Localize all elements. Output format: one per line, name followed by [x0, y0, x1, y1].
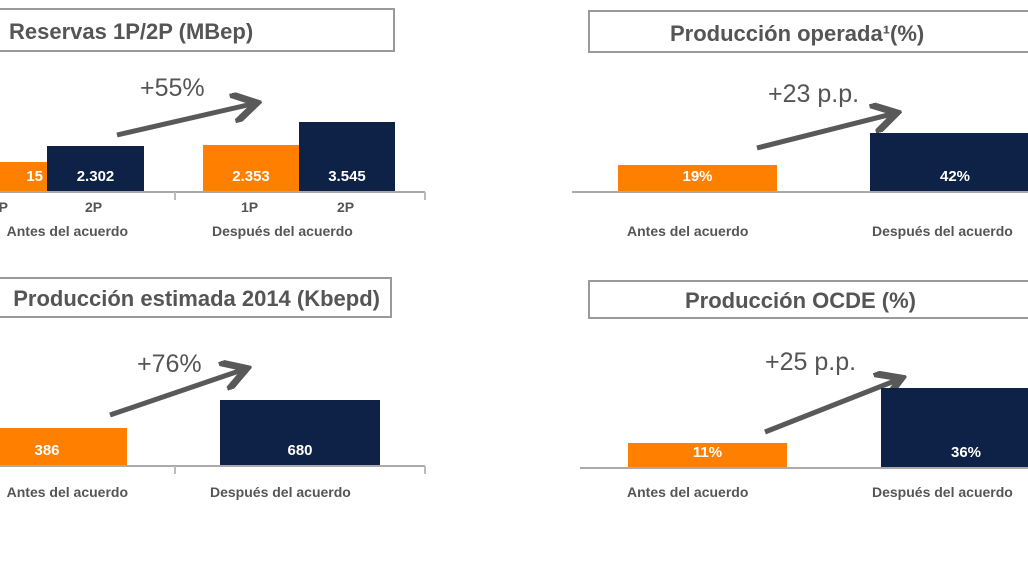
chart2-title-box: [588, 10, 1028, 53]
group-label: Después del acuerdo: [212, 223, 353, 239]
data-label: 11%: [692, 443, 723, 461]
category-label: Después del acuerdo: [872, 484, 1013, 500]
chart4-annotation: +25 p.p.: [765, 348, 857, 376]
category-label: Después del acuerdo: [872, 223, 1013, 239]
bar-before: 19%: [618, 164, 777, 191]
data-label: 386: [34, 441, 60, 459]
bar-after: 42%: [870, 133, 1028, 191]
category-label: 2P: [337, 199, 355, 215]
category-label: 1P: [241, 199, 259, 215]
chart2-axis: [572, 191, 1028, 193]
chart3-annotation: +76%: [137, 350, 202, 378]
bar-before: 386: [0, 427, 127, 465]
axis-tick: [424, 466, 426, 474]
category-label: Antes del acuerdo: [627, 223, 749, 239]
data-label: 3.545: [328, 167, 366, 185]
bar-before: 11%: [628, 442, 787, 467]
bar-after: 680: [220, 399, 380, 465]
chart2-title: Producción operada¹(%): [670, 21, 925, 46]
category-label: Después del acuerdo: [210, 484, 351, 500]
data-label: 15: [26, 168, 43, 185]
category-label: 2P: [85, 199, 103, 215]
category-label: Antes del acuerdo: [627, 484, 749, 500]
data-label: 36%: [950, 443, 982, 461]
chart1-annotation: +55%: [140, 74, 205, 102]
axis-tick: [174, 466, 176, 474]
axis-tick: [174, 192, 176, 200]
arrow-icon: [109, 370, 242, 418]
category-label: 1P: [0, 199, 8, 215]
bar-before: 15: [0, 161, 47, 191]
bar-after: 2.302: [47, 146, 144, 191]
chart1-axis: [0, 191, 425, 193]
chart3-title-box: [0, 277, 392, 318]
bar-after: 36%: [881, 387, 1028, 467]
data-label: 680: [287, 441, 313, 459]
chart4-axis: [580, 467, 1028, 469]
data-label: 2.302: [76, 167, 115, 185]
chart2-annotation: +23 p.p.: [768, 80, 860, 108]
chart1-title-box: [0, 8, 395, 52]
arrow-icon: [764, 380, 897, 435]
data-label: 2.353: [232, 167, 270, 185]
arrow-icon: [116, 104, 252, 138]
bar-before: 2.353: [203, 145, 299, 191]
data-label: 42%: [939, 167, 971, 185]
bar-after: 3.545: [299, 121, 395, 191]
chart3-title: Producción estimada 2014 (Kbepd): [13, 286, 380, 311]
chart3-axis: [0, 465, 425, 467]
chart1-title: Reservas 1P/2P (MBep): [9, 19, 254, 44]
chart4-title-box: [588, 280, 1028, 319]
arrow-icon: [756, 114, 892, 151]
axis-tick: [424, 192, 426, 200]
group-label: Antes del acuerdo: [6, 223, 128, 239]
data-label: 19%: [682, 167, 713, 185]
category-label: Antes del acuerdo: [6, 484, 128, 500]
chart4-title: Producción OCDE (%): [685, 288, 917, 313]
